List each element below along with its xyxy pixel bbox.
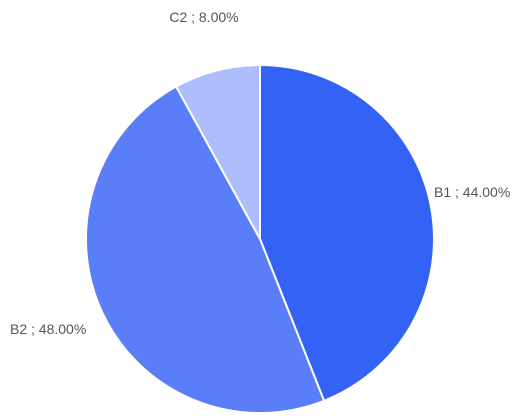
slice-label-b1: B1 ; 44.00% (434, 184, 510, 200)
pie-slices (84, 64, 435, 415)
pie-slice-c2 (175, 64, 261, 240)
pie-slice-b1 (259, 64, 435, 402)
pie-slice-b2 (84, 85, 326, 415)
slice-label-c2: C2 ; 8.00% (169, 9, 238, 25)
slice-label-b2: B2 ; 48.00% (10, 321, 86, 337)
pie-labels: B1 ; 44.00% B2 ; 48.00% C2 ; 8.00% (10, 9, 510, 337)
